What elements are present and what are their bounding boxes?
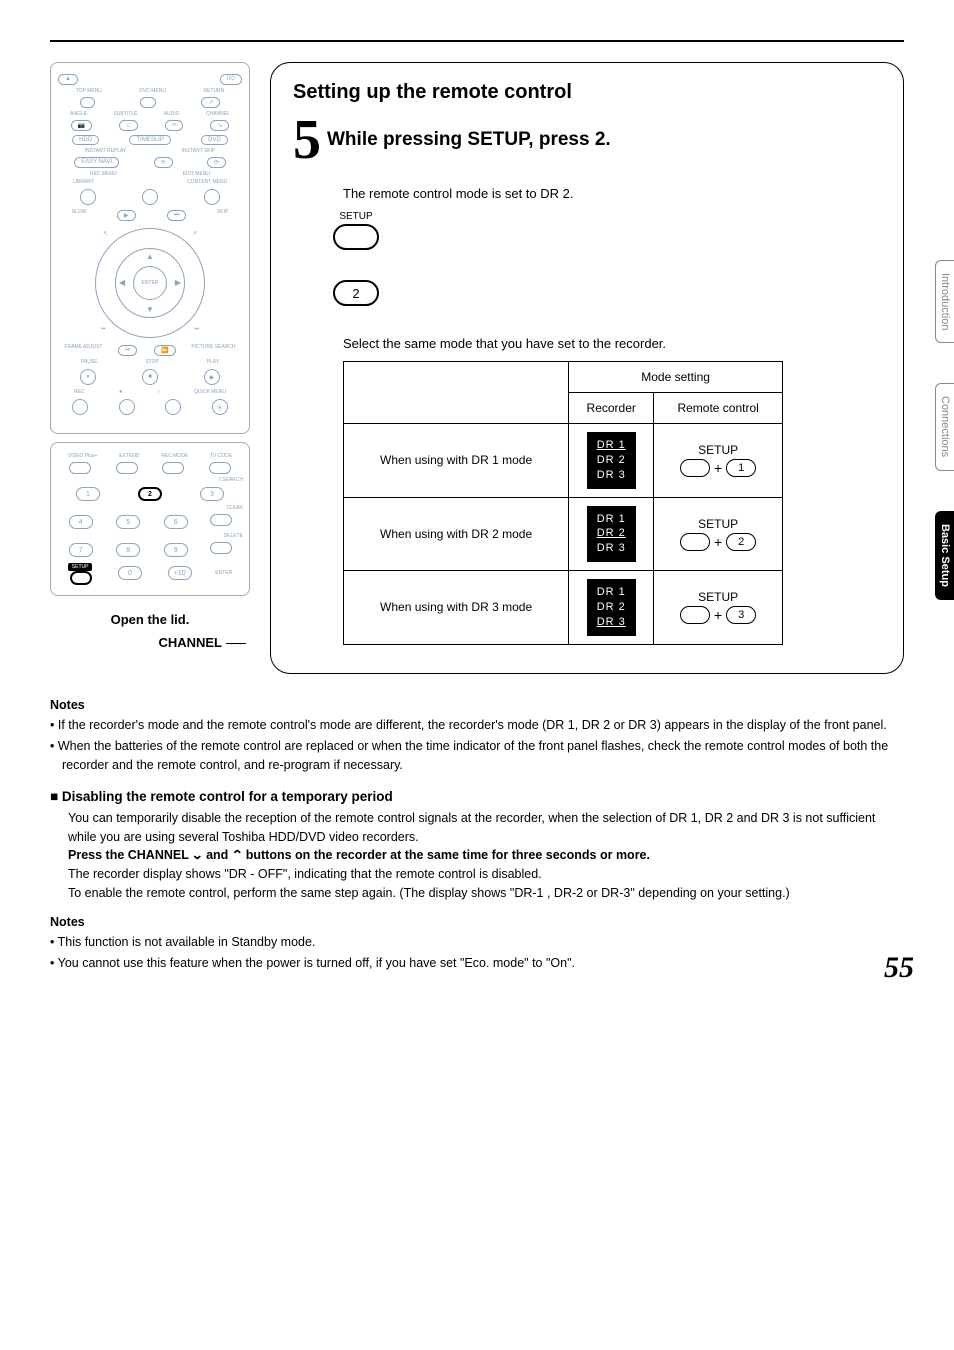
disable-press: Press the CHANNEL ⌄ and ⌃ buttons on the… [68, 846, 904, 865]
remote-diagram: ▲I/⏻ TOP MENUDVD MENURETURN ↗ ANGLESUBTI… [50, 62, 250, 650]
note-2: When the batteries of the remote control… [50, 737, 904, 775]
setup-button-illustration: SETUP [333, 211, 881, 250]
mode-set-text: The remote control mode is set to DR 2. [343, 186, 881, 201]
chev-up-icon: ⌃ [231, 846, 244, 865]
instruction-title: Setting up the remote control [293, 81, 881, 104]
step-number: 5 [293, 112, 321, 168]
tab-basic-setup: Basic Setup [935, 511, 954, 600]
side-tabs: Introduction Connections Basic Setup [935, 260, 954, 600]
button-2-illustration: 2 [333, 280, 881, 306]
select-mode-text: Select the same mode that you have set t… [343, 336, 881, 351]
disable-p1: You can temporarily disable the receptio… [68, 809, 904, 847]
instruction-panel: Setting up the remote control 5 While pr… [270, 62, 904, 674]
disabling-section: Disabling the remote control for a tempo… [50, 787, 904, 903]
when-dr3: When using with DR 3 mode [344, 571, 569, 645]
disable-p2: The recorder display shows "DR - OFF", i… [68, 865, 904, 884]
note-4: You cannot use this feature when the pow… [50, 954, 904, 973]
tab-introduction: Introduction [935, 260, 954, 343]
tab-connections: Connections [935, 383, 954, 470]
page-number: 55 [884, 951, 914, 985]
open-lid-label: Open the lid. [50, 612, 250, 627]
notes-section-1: Notes If the recorder's mode and the rem… [50, 696, 904, 973]
disable-p3: To enable the remote control, perform th… [68, 884, 904, 903]
chev-down-icon: ⌄ [191, 846, 204, 865]
step-text: While pressing SETUP, press 2. [327, 129, 611, 151]
when-dr1: When using with DR 1 mode [344, 424, 569, 498]
mode-setting-table: Mode setting Recorder Remote control Whe… [343, 361, 783, 645]
note-3: This function is not available in Standb… [50, 933, 904, 952]
when-dr2: When using with DR 2 mode [344, 497, 569, 571]
note-1: If the recorder's mode and the remote co… [50, 716, 904, 735]
channel-label: CHANNEL [50, 635, 250, 650]
